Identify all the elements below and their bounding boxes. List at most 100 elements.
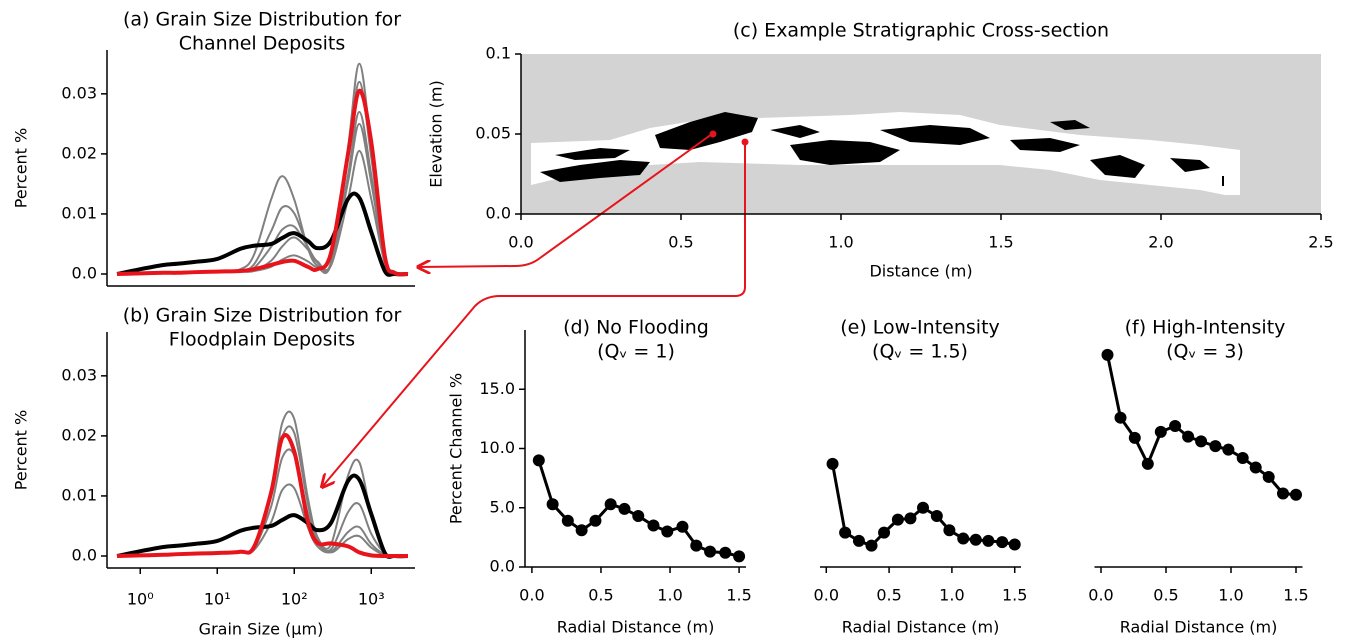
y-tick-label: 0.01 [61, 203, 97, 222]
data-point [647, 519, 660, 532]
arrows [322, 133, 746, 487]
data-point [1277, 487, 1289, 500]
data-point [865, 539, 878, 552]
x-axis-label: Grain Size (μm) [199, 620, 324, 639]
series-line [537, 459, 740, 558]
x-tick-label: 1.5 [988, 233, 1013, 252]
x-axis-label: Radial Distance (m) [1120, 618, 1278, 637]
y-axis-label: Percent % [12, 410, 31, 491]
data-point [852, 534, 865, 547]
panel-title: (a) Grain Size Distribution for [123, 9, 401, 31]
data-point [561, 514, 574, 527]
x-tick-label: 0.5 [588, 586, 613, 605]
series-line [117, 432, 408, 559]
data-point [532, 454, 545, 467]
x-axis-label: Radial Distance (m) [842, 618, 1000, 637]
data-point [1222, 443, 1235, 456]
x-tick-label: 0.0 [519, 586, 544, 605]
y-tick-label: 0.0 [72, 545, 97, 564]
x-axis-label: Radial Distance (m) [557, 618, 715, 637]
x-tick-label: 1.0 [939, 586, 964, 605]
y-tick-label: 0.02 [61, 143, 97, 162]
data-point [1154, 425, 1167, 438]
data-point [839, 526, 852, 539]
data-point [1262, 470, 1275, 483]
x-tick-label: 1.5 [726, 586, 751, 605]
arrow-to-a [418, 133, 713, 267]
y-tick-label: 0.0 [490, 557, 515, 576]
data-point [618, 502, 631, 515]
x-tick-label: 10³ [358, 590, 385, 609]
x-axis-label: Distance (m) [869, 262, 972, 281]
data-point [891, 513, 904, 526]
y-axis-label: Percent Channel % [447, 373, 466, 524]
x-tick-label: 1.0 [828, 233, 853, 252]
data-point [917, 501, 930, 514]
x-tick-label: 10² [281, 590, 308, 609]
panel-title: (d) No Flooding [563, 317, 709, 339]
panel-title: (e) Low-Intensity [840, 317, 1000, 339]
data-point [1290, 488, 1302, 501]
data-point [943, 524, 956, 537]
data-point [982, 534, 995, 547]
x-tick-label: 1.5 [1283, 586, 1308, 605]
x-tick-label: 0.5 [1153, 586, 1178, 605]
panel-title: Floodplain Deposits [169, 329, 355, 351]
series-line [117, 88, 409, 277]
arrow-to-b [322, 142, 746, 487]
panel-title: (b) Grain Size Distribution for [123, 305, 402, 327]
x-tick-label: 10¹ [204, 590, 231, 609]
data-point [996, 536, 1009, 549]
data-point [826, 457, 839, 470]
x-tick-label: 10⁰ [127, 590, 154, 609]
data-point [676, 520, 689, 533]
panel-title: (Qᵥ = 1) [597, 341, 675, 363]
data-point [690, 539, 703, 552]
data-point [904, 512, 917, 525]
x-tick-label: 1.5 [1002, 586, 1027, 605]
sample-point [709, 130, 717, 138]
data-point [546, 498, 559, 511]
data-point [632, 510, 645, 523]
series-line [116, 473, 409, 559]
y-tick-label: 0.0 [486, 204, 511, 223]
y-tick-label: 0.02 [61, 425, 97, 444]
data-point [1249, 461, 1262, 474]
panel-title: (c) Example Stratigraphic Cross-section [733, 20, 1109, 42]
panel-title: (f) High-Intensity [1125, 317, 1286, 339]
data-point [1182, 430, 1195, 443]
x-tick-label: 2.5 [1308, 233, 1333, 252]
data-point [1141, 457, 1154, 470]
x-tick-label: 0.5 [668, 233, 693, 252]
data-point [661, 525, 674, 538]
series-line [117, 122, 409, 275]
y-tick-label: 15.0 [479, 379, 515, 398]
x-tick-label: 0.0 [814, 586, 839, 605]
x-tick-label: 0.0 [508, 233, 533, 252]
y-tick-label: 0.03 [61, 365, 97, 384]
x-tick-label: 1.0 [1218, 586, 1243, 605]
y-tick-label: 0.05 [475, 124, 511, 143]
cross-section-image [521, 54, 1321, 214]
y-axis-label: Elevation (m) [427, 80, 446, 187]
data-point [1236, 451, 1249, 464]
data-point [878, 526, 891, 539]
data-point [719, 546, 732, 559]
x-tick-label: 0.0 [1088, 586, 1113, 605]
data-point [1114, 411, 1127, 424]
y-tick-label: 0.01 [61, 485, 97, 504]
y-tick-label: 0.03 [61, 83, 97, 102]
data-point [1008, 538, 1021, 551]
panel-title: Channel Deposits [179, 33, 346, 55]
series-line [116, 191, 409, 277]
y-tick-label: 5.0 [490, 497, 515, 516]
data-point [733, 550, 746, 563]
data-point [1209, 440, 1222, 453]
y-tick-label: 0.1 [486, 44, 511, 63]
sample-point [741, 138, 749, 146]
y-tick-label: 10.0 [479, 438, 515, 457]
data-point [1101, 348, 1114, 361]
data-point [1128, 431, 1141, 444]
y-tick-label: 0.0 [72, 263, 97, 282]
